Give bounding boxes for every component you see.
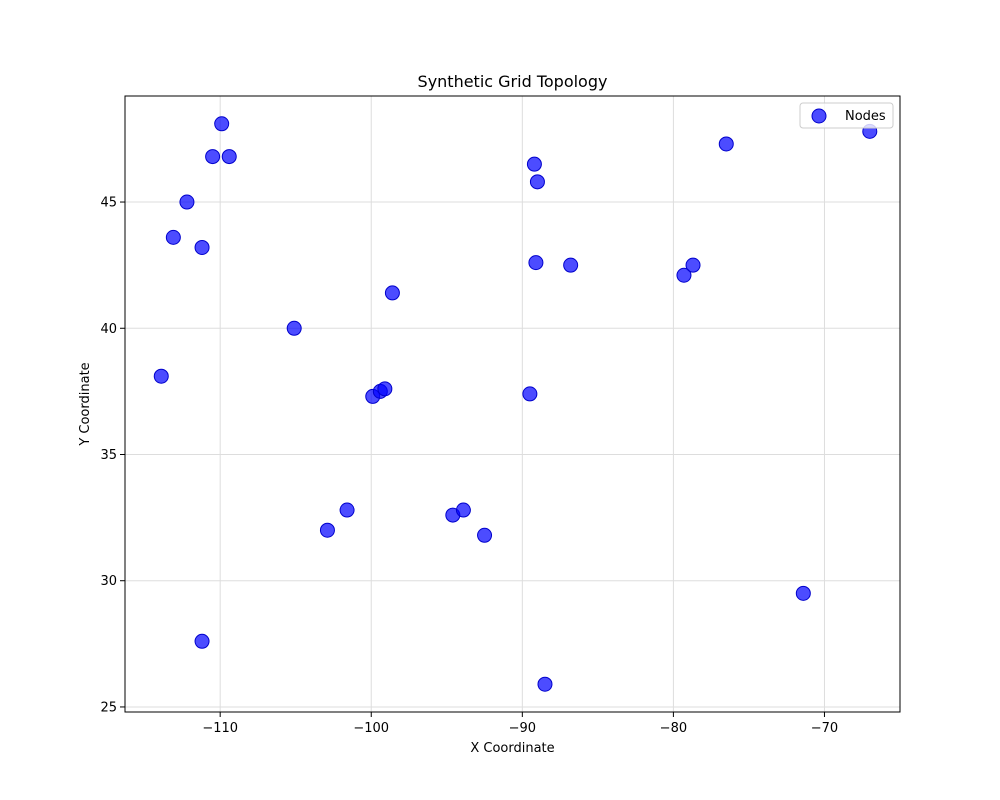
node-point <box>205 149 221 165</box>
y-tick-label: 45 <box>100 196 117 211</box>
node-point <box>526 156 542 172</box>
axis-ticks: −110 −100 −90 −80 −70 25 30 35 40 45 <box>100 196 838 736</box>
node-point <box>153 368 169 384</box>
y-tick-label: 25 <box>100 700 117 715</box>
data-points <box>153 116 878 692</box>
node-point <box>165 229 181 245</box>
node-point <box>522 386 538 402</box>
node-point <box>529 174 545 190</box>
node-point <box>455 502 471 518</box>
legend: Nodes <box>799 102 894 129</box>
node-point <box>718 136 734 152</box>
x-tick-label: −70 <box>811 721 838 736</box>
node-point <box>339 502 355 518</box>
node-point <box>194 239 210 255</box>
node-point <box>194 633 210 649</box>
y-tick-label: 40 <box>100 322 117 337</box>
node-point <box>214 116 230 132</box>
node-point <box>179 194 195 210</box>
plot-area-frame <box>124 95 901 713</box>
x-axis-label: X Coordinate <box>470 741 554 756</box>
legend-entry-nodes: Nodes <box>845 109 886 124</box>
node-point <box>795 585 811 601</box>
node-point <box>477 527 493 543</box>
node-point <box>286 320 302 336</box>
node-point <box>384 285 400 301</box>
node-point <box>563 257 579 273</box>
node-point <box>537 676 553 692</box>
node-point <box>685 257 701 273</box>
y-axis-label: Y Coordinate <box>78 362 93 446</box>
node-point <box>221 149 237 165</box>
grid-lines <box>125 96 900 712</box>
x-tick-label: −110 <box>202 721 238 736</box>
x-tick-label: −80 <box>660 721 687 736</box>
node-point <box>528 255 544 271</box>
x-tick-label: −90 <box>509 721 536 736</box>
x-tick-label: −100 <box>353 721 389 736</box>
node-point <box>676 267 692 283</box>
y-tick-label: 30 <box>100 574 117 589</box>
y-tick-label: 35 <box>100 448 117 463</box>
legend-marker <box>811 108 827 124</box>
node-point <box>319 522 335 538</box>
chart-title: Synthetic Grid Topology <box>418 72 608 91</box>
node-point <box>377 381 393 397</box>
